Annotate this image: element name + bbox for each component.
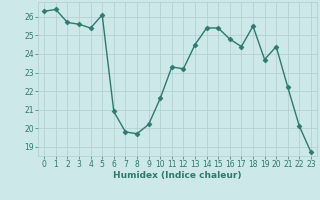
X-axis label: Humidex (Indice chaleur): Humidex (Indice chaleur) bbox=[113, 171, 242, 180]
